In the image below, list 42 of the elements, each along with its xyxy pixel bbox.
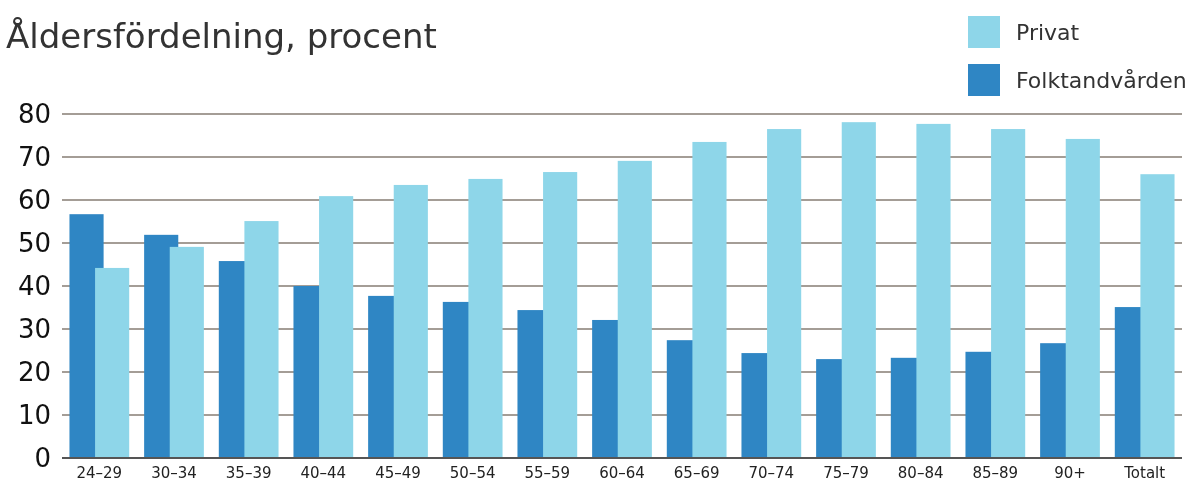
- bar: [319, 196, 354, 458]
- x-tick-label: 50–54: [449, 463, 496, 482]
- y-tick-label: 20: [17, 356, 51, 387]
- y-tick-label: 30: [17, 313, 51, 344]
- x-tick-label: 90+: [1054, 463, 1086, 482]
- x-tick-label: Totalt: [1123, 463, 1166, 482]
- y-tick-label: 70: [17, 141, 51, 172]
- bar: [617, 160, 652, 458]
- x-tick-label: 70–74: [748, 463, 795, 482]
- legend-label: Privat: [1016, 20, 1080, 45]
- y-tick-label: 60: [17, 184, 51, 215]
- bar: [991, 129, 1026, 458]
- x-tick-label: 40–44: [300, 463, 347, 482]
- bar: [468, 178, 503, 458]
- y-tick-label: 0: [34, 442, 51, 473]
- bar: [1065, 138, 1100, 458]
- y-tick-label: 10: [17, 399, 51, 430]
- chart-title: Åldersfördelning, procent: [6, 16, 437, 56]
- x-tick-label: 85–89: [972, 463, 1019, 482]
- bar: [393, 184, 428, 458]
- legend-label: Folktandvården: [1016, 68, 1187, 93]
- y-tick-label: 40: [17, 270, 51, 301]
- y-tick-label: 50: [17, 227, 51, 258]
- bar: [692, 141, 727, 458]
- x-tick-label: 75–79: [823, 463, 869, 482]
- x-tick-label: 24–29: [76, 463, 123, 482]
- bar: [841, 122, 876, 458]
- x-tick-label: 65–69: [673, 463, 720, 482]
- x-tick-label: 30–34: [151, 463, 197, 482]
- bar: [916, 123, 951, 458]
- y-tick-label: 80: [17, 98, 51, 129]
- x-tick-label: 45–49: [375, 463, 421, 482]
- bar: [543, 172, 578, 458]
- bar: [169, 246, 204, 458]
- bar: [95, 267, 130, 458]
- bar: [767, 129, 802, 458]
- x-tick-label: 80–84: [897, 463, 944, 482]
- x-tick-label: 55–59: [524, 463, 571, 482]
- x-tick-label: 60–64: [599, 463, 645, 482]
- bar: [244, 221, 279, 458]
- x-tick-label: 35–39: [225, 463, 272, 482]
- bar: [1140, 174, 1175, 458]
